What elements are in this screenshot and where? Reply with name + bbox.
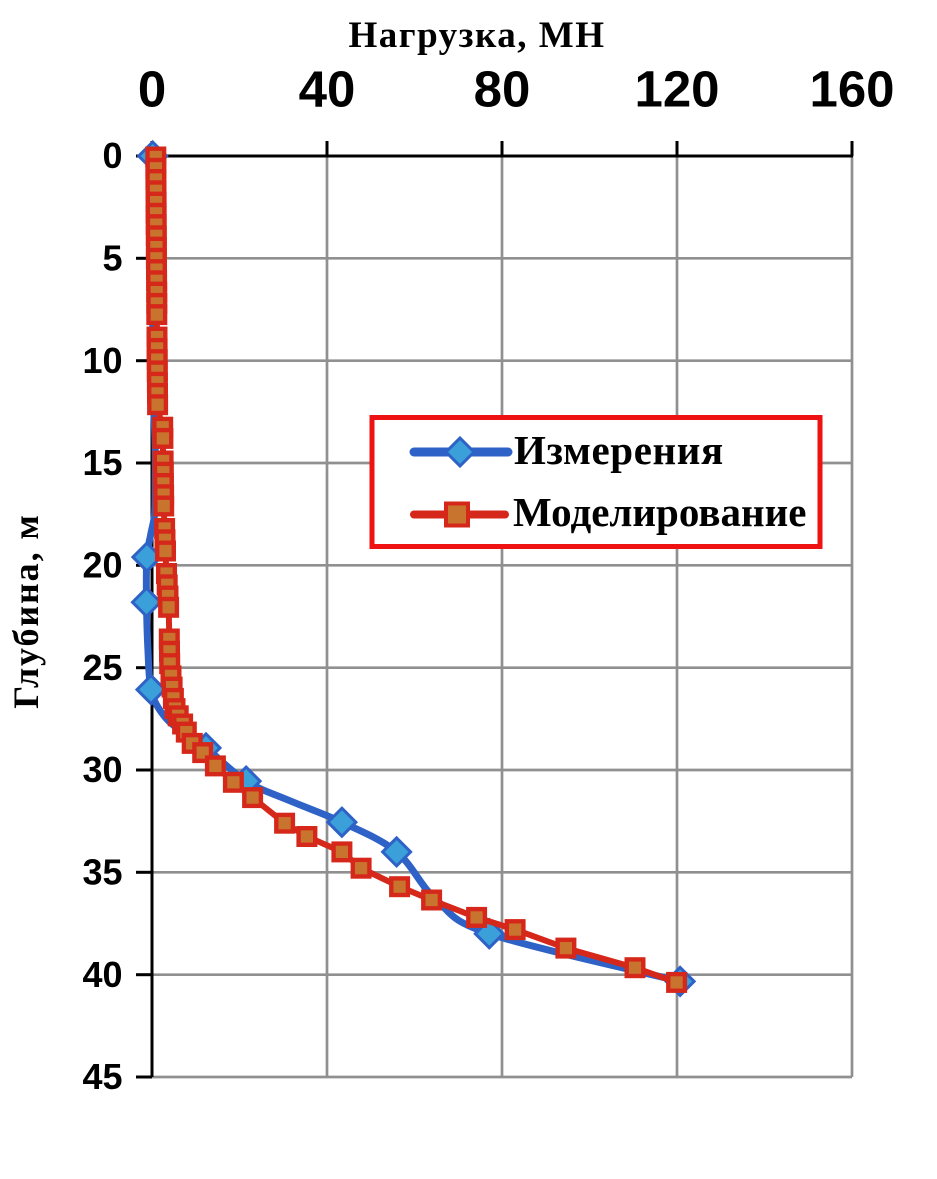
svg-text:0: 0 (102, 135, 122, 176)
svg-text:15: 15 (82, 442, 122, 483)
svg-text:Моделирование: Моделирование (513, 489, 806, 535)
svg-text:0: 0 (138, 61, 166, 118)
svg-text:40: 40 (82, 954, 122, 995)
svg-text:Глубина, м: Глубина, м (6, 513, 46, 709)
svg-text:Измерения: Измерения (514, 427, 724, 473)
svg-text:80: 80 (474, 61, 531, 118)
svg-text:40: 40 (299, 61, 356, 118)
svg-text:120: 120 (634, 61, 719, 118)
svg-text:20: 20 (82, 545, 122, 586)
svg-text:160: 160 (809, 61, 894, 118)
svg-text:45: 45 (82, 1056, 122, 1097)
svg-text:35: 35 (82, 852, 122, 893)
svg-text:5: 5 (102, 238, 122, 279)
svg-text:Нагрузка, МН: Нагрузка, МН (348, 15, 605, 56)
svg-text:25: 25 (82, 647, 122, 688)
svg-text:30: 30 (82, 749, 122, 790)
svg-text:10: 10 (82, 340, 122, 381)
